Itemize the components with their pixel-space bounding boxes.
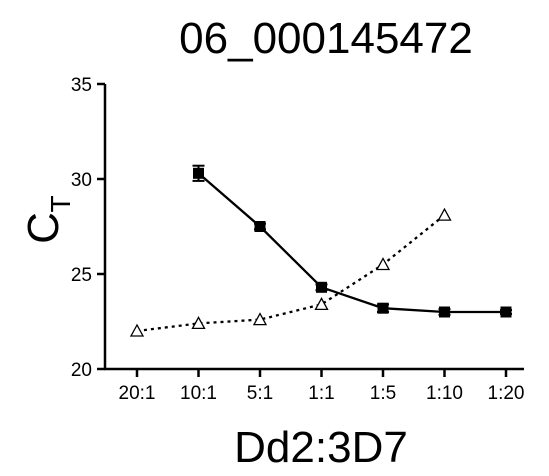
x-tick-label: 1:10: [426, 383, 463, 404]
y-tick-label: 20: [71, 360, 92, 381]
data-point-square: [193, 167, 204, 179]
plot-area: [129, 164, 512, 337]
data-point-square: [316, 281, 327, 293]
chart-title: 06_000145472: [179, 14, 473, 63]
data-point-triangle: [129, 323, 145, 337]
x-tick-label: 5:1: [247, 383, 273, 404]
y-axis-label-main: C: [19, 212, 68, 244]
data-point-triangle: [252, 312, 268, 326]
data-point-square: [439, 306, 450, 318]
x-tick-label: 1:5: [370, 383, 396, 404]
data-point-square: [500, 306, 512, 318]
series-1: [192, 164, 512, 318]
data-point-square: [254, 221, 266, 232]
data-point-triangle: [191, 316, 206, 330]
x-tick-label: 1:1: [308, 383, 334, 404]
y-tick-label: 35: [71, 75, 92, 96]
y-axis-label: C T: [19, 195, 76, 243]
y-axis-label-subscript: T: [45, 195, 76, 212]
series-2: [129, 207, 452, 337]
series-1-line: [197, 172, 506, 314]
data-point-triangle: [437, 207, 452, 221]
x-axis-label: Dd2:3D7: [234, 423, 408, 472]
data-point-triangle: [375, 257, 391, 271]
x-axis-ticks: 20:1 10:1 5:1 1:1 1:5 1:10 1:20: [119, 369, 525, 404]
series-2-line: [136, 214, 446, 333]
y-tick-label: 25: [71, 265, 92, 286]
x-tick-label: 10:1: [180, 383, 217, 404]
y-tick-label: 30: [71, 170, 92, 191]
data-point-triangle: [314, 297, 329, 311]
y-axis-ticks: 20 25 30 35: [71, 75, 105, 381]
x-tick-label: 1:20: [488, 383, 525, 404]
data-point-square: [377, 302, 389, 314]
x-tick-label: 20:1: [119, 383, 156, 404]
